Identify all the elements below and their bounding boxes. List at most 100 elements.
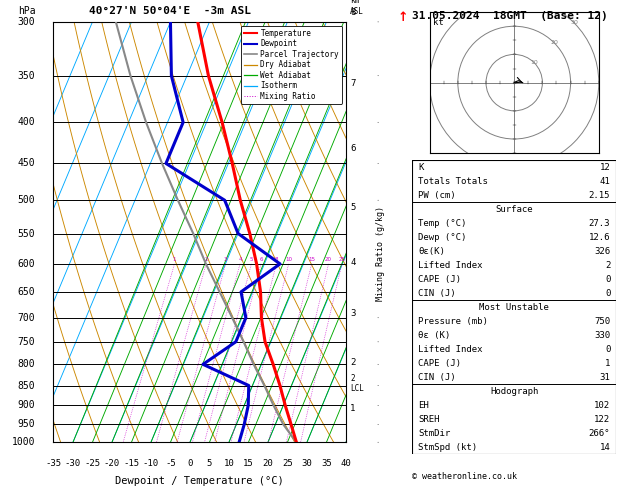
Text: -5: -5 [165, 459, 176, 468]
Text: 900: 900 [18, 400, 35, 411]
Text: 41: 41 [599, 177, 610, 186]
Text: -35: -35 [45, 459, 62, 468]
Text: Totals Totals: Totals Totals [418, 177, 488, 186]
Text: Surface: Surface [496, 205, 533, 214]
Text: 31.05.2024  18GMT  (Base: 12): 31.05.2024 18GMT (Base: 12) [412, 11, 608, 21]
Text: 0: 0 [605, 289, 610, 298]
Text: 30: 30 [570, 20, 578, 25]
Text: 12: 12 [599, 163, 610, 172]
Text: 1000: 1000 [12, 437, 35, 447]
Text: km
ASL: km ASL [350, 0, 364, 16]
Text: 20: 20 [550, 40, 558, 45]
Text: 5: 5 [207, 459, 212, 468]
Text: 7: 7 [350, 79, 356, 88]
Text: -10: -10 [143, 459, 159, 468]
Text: -30: -30 [65, 459, 81, 468]
Text: 25: 25 [338, 257, 345, 262]
Text: 0: 0 [187, 459, 192, 468]
Text: Most Unstable: Most Unstable [479, 303, 549, 312]
Text: PW (cm): PW (cm) [418, 191, 456, 200]
Text: 350: 350 [18, 70, 35, 81]
Text: ↑: ↑ [398, 11, 408, 24]
Text: 5: 5 [250, 257, 253, 262]
Text: 35: 35 [321, 459, 332, 468]
Text: 800: 800 [18, 359, 35, 369]
Text: -15: -15 [123, 459, 140, 468]
Text: 5: 5 [350, 203, 356, 211]
Text: 20: 20 [325, 257, 332, 262]
Text: 300: 300 [18, 17, 35, 27]
Text: 750: 750 [594, 317, 610, 326]
Text: 1: 1 [173, 257, 176, 262]
Text: Hodograph: Hodograph [490, 387, 538, 396]
Text: 550: 550 [18, 228, 35, 239]
Text: 10: 10 [285, 257, 292, 262]
Text: 102: 102 [594, 401, 610, 410]
Text: 25: 25 [282, 459, 293, 468]
Text: K: K [418, 163, 423, 172]
Text: 8: 8 [350, 8, 356, 17]
Text: 6: 6 [259, 257, 263, 262]
Text: Pressure (mb): Pressure (mb) [418, 317, 488, 326]
Legend: Temperature, Dewpoint, Parcel Trajectory, Dry Adiabat, Wet Adiabat, Isotherm, Mi: Temperature, Dewpoint, Parcel Trajectory… [240, 26, 342, 104]
Text: Lifted Index: Lifted Index [418, 345, 482, 354]
Text: Dewpoint / Temperature (°C): Dewpoint / Temperature (°C) [115, 476, 284, 486]
Text: 400: 400 [18, 117, 35, 127]
Text: θε(K): θε(K) [418, 247, 445, 256]
Text: 15: 15 [308, 257, 315, 262]
Text: 266°: 266° [589, 429, 610, 438]
Text: 12.6: 12.6 [589, 233, 610, 242]
Text: StmDir: StmDir [418, 429, 450, 438]
Text: 650: 650 [18, 287, 35, 297]
Text: © weatheronline.co.uk: © weatheronline.co.uk [412, 472, 517, 481]
Text: CAPE (J): CAPE (J) [418, 275, 461, 284]
Text: kt: kt [433, 18, 444, 27]
Text: 0: 0 [605, 345, 610, 354]
Text: θε (K): θε (K) [418, 331, 450, 340]
Text: 15: 15 [243, 459, 254, 468]
Text: 0: 0 [605, 275, 610, 284]
Text: 1: 1 [350, 404, 356, 413]
Text: 10: 10 [223, 459, 235, 468]
Text: 3: 3 [224, 257, 227, 262]
Text: 20: 20 [262, 459, 274, 468]
Text: 4: 4 [350, 258, 356, 267]
Text: 2: 2 [350, 358, 356, 366]
Text: 326: 326 [594, 247, 610, 256]
Text: 40°27'N 50°04'E  -3m ASL: 40°27'N 50°04'E -3m ASL [89, 5, 252, 16]
Text: 3: 3 [350, 309, 356, 318]
Text: 40: 40 [340, 459, 352, 468]
Text: 6: 6 [350, 144, 356, 153]
Text: 4: 4 [238, 257, 242, 262]
Text: 450: 450 [18, 158, 35, 169]
Text: 2
LCL: 2 LCL [350, 374, 364, 393]
Text: SREH: SREH [418, 415, 440, 424]
Text: 2: 2 [605, 261, 610, 270]
Text: 2: 2 [204, 257, 208, 262]
Text: Lifted Index: Lifted Index [418, 261, 482, 270]
Text: CIN (J): CIN (J) [418, 373, 456, 382]
Text: 8: 8 [275, 257, 278, 262]
Text: 330: 330 [594, 331, 610, 340]
Text: 2.15: 2.15 [589, 191, 610, 200]
Text: CIN (J): CIN (J) [418, 289, 456, 298]
Text: StmSpd (kt): StmSpd (kt) [418, 443, 477, 452]
Text: 14: 14 [599, 443, 610, 452]
Text: -20: -20 [104, 459, 120, 468]
Text: 750: 750 [18, 337, 35, 347]
Text: 850: 850 [18, 381, 35, 391]
Text: 1: 1 [605, 359, 610, 368]
Text: 30: 30 [301, 459, 313, 468]
Text: EH: EH [418, 401, 429, 410]
Text: 600: 600 [18, 259, 35, 269]
Text: Dewp (°C): Dewp (°C) [418, 233, 467, 242]
Text: CAPE (J): CAPE (J) [418, 359, 461, 368]
Text: Temp (°C): Temp (°C) [418, 219, 467, 228]
Text: 500: 500 [18, 195, 35, 205]
Text: 700: 700 [18, 312, 35, 323]
Text: 31: 31 [599, 373, 610, 382]
Text: 10: 10 [530, 60, 538, 65]
Text: Mixing Ratio (g/kg): Mixing Ratio (g/kg) [376, 206, 385, 300]
Text: -25: -25 [84, 459, 101, 468]
Text: 27.3: 27.3 [589, 219, 610, 228]
